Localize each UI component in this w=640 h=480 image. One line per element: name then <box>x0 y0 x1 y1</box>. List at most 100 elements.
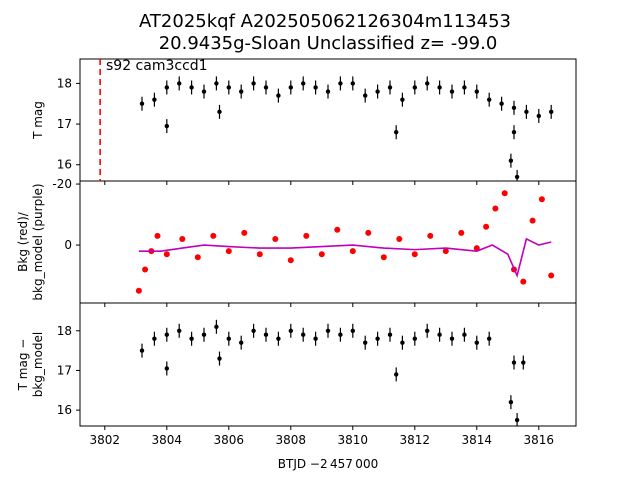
panel-3-ytick-label: 16 <box>57 403 72 417</box>
xtick-label: 3806 <box>214 433 245 447</box>
panel-1-point <box>487 97 492 102</box>
panel-2-point <box>272 235 279 242</box>
panel-3-point <box>251 328 256 333</box>
xtick-label: 3802 <box>90 433 121 447</box>
panel-1-point <box>511 105 517 111</box>
panel-2-ylabel: bkg_model (purple) <box>31 183 45 300</box>
panel-2-point <box>396 235 403 242</box>
panel-2-point <box>179 235 186 242</box>
panel-3-ytick-label: 17 <box>57 363 72 377</box>
panel-1-point <box>189 85 194 90</box>
xtick-label: 3812 <box>400 433 431 447</box>
panel-2-point <box>135 287 142 294</box>
panel-3-point <box>325 328 331 333</box>
panel-3-point <box>514 417 520 423</box>
panel-3-ylabel: T mag − <box>16 339 30 392</box>
panel-2-point <box>256 251 263 258</box>
panel-2-point <box>334 226 341 233</box>
panel-1-point <box>313 85 318 90</box>
panel-3-point <box>189 336 194 341</box>
panel-2-point <box>225 248 232 255</box>
panel-2-point <box>501 190 508 197</box>
panel-3-point <box>276 336 281 341</box>
panel-3-point <box>139 348 145 353</box>
panel-1-point <box>276 93 281 98</box>
panel-1-point <box>226 85 231 90</box>
panel-1-point <box>524 109 529 115</box>
panel-2-ytick-label: 0 <box>64 238 72 252</box>
panel-2-point <box>303 232 310 239</box>
panel-3-point <box>425 328 430 333</box>
panel-1-point <box>251 81 256 86</box>
panel-2-point <box>194 254 201 261</box>
panel-2-point <box>538 196 545 203</box>
panel-3-ylabel: bkg_model <box>31 332 45 398</box>
panel-2-point <box>365 229 372 236</box>
panel-1-point <box>139 101 145 106</box>
panel-2-point <box>163 251 170 258</box>
panel-3-point <box>487 336 492 341</box>
panel-3-point <box>226 336 231 341</box>
panel-3-point <box>521 360 526 365</box>
panel-1-ylabel: T mag <box>31 101 45 140</box>
panel-3-point <box>462 332 467 337</box>
panel-3-point <box>164 366 169 371</box>
panel-3-point <box>288 328 293 333</box>
panel-3-point <box>394 372 399 377</box>
panel-2-point <box>458 229 465 236</box>
panels-group: 16 17 18 T mag -20 0 Bkg (red)/bkg_model (purp… <box>16 58 577 447</box>
panel-1-point <box>201 89 207 94</box>
panel-1-point <box>214 81 219 86</box>
panel-1-point <box>325 89 331 94</box>
panel-1-point <box>462 85 467 90</box>
panel-2-point <box>442 248 449 255</box>
panel-3-point <box>301 332 306 337</box>
panel-1-point <box>549 109 554 115</box>
panel-3-point <box>449 336 455 341</box>
panel-1-point <box>177 81 182 86</box>
xtick-label: 3814 <box>462 433 493 447</box>
panel-1-plot-area <box>139 76 554 181</box>
panel-3-point <box>474 340 479 345</box>
panel-3-ytick-label: 18 <box>57 324 72 338</box>
panel-2-point <box>529 217 536 224</box>
panel-2-plot-area <box>135 190 555 294</box>
panel-3-point <box>350 328 355 333</box>
panel-2-series-2-line <box>138 237 552 279</box>
panel-3-point <box>313 336 318 341</box>
panel-1-point <box>338 81 343 86</box>
panel-1-point <box>217 109 222 115</box>
panel-2-ylabel: Bkg (red)/ <box>16 211 30 272</box>
panel-1-point <box>288 85 293 90</box>
panel-3-point <box>437 332 442 337</box>
panel-1-ytick-label: 16 <box>57 158 72 172</box>
panel-2-point <box>427 232 434 239</box>
panel-3-frame <box>79 302 577 427</box>
panel-3-point <box>375 336 380 341</box>
panel-1-point <box>263 85 269 90</box>
panel-1-point <box>474 89 479 94</box>
panel-2-point <box>492 205 499 212</box>
panel-2-point <box>142 266 149 273</box>
panel-2-point <box>473 245 480 252</box>
panel-1-point <box>449 89 455 94</box>
panel-2-point <box>380 254 387 261</box>
panel-2-point <box>520 278 527 285</box>
panel-2-point <box>287 257 294 264</box>
panel-2-frame <box>79 180 577 304</box>
panel-3-point <box>239 340 244 345</box>
panel-2-point <box>483 223 490 230</box>
panel-3-point <box>217 356 222 361</box>
panel-3-point <box>263 332 269 337</box>
panel-1-point <box>152 97 157 102</box>
panel-1-point <box>350 81 355 86</box>
panel-2-point <box>411 251 418 258</box>
panel-2-point <box>210 232 217 239</box>
panel-3-plot-area <box>139 319 526 426</box>
panel-1-point <box>387 85 393 90</box>
panel-2-point <box>154 232 161 239</box>
panel-1-point <box>400 97 405 102</box>
xtick-label: 3810 <box>338 433 369 447</box>
panel-1-point <box>499 101 504 106</box>
